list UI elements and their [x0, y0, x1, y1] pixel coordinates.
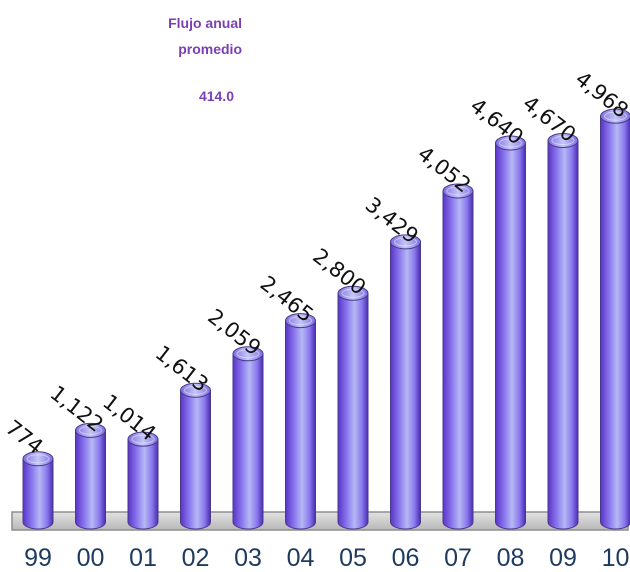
bar-04: [285, 313, 316, 530]
bar-06: [390, 234, 421, 530]
x-tick-label-02: 02: [182, 544, 210, 572]
bar-00: [75, 422, 106, 530]
bar-07: [442, 183, 474, 530]
annotation-title: Flujo anual promedio: [168, 15, 242, 57]
x-tick-label-03: 03: [234, 544, 262, 572]
x-tick-label-04: 04: [287, 544, 315, 572]
bar-05: [337, 285, 369, 530]
bar-02: [180, 382, 211, 530]
x-tick-label-06: 06: [392, 544, 420, 572]
bar-10: [600, 108, 630, 530]
bar-01: [127, 431, 159, 530]
data-label-10: 4,968: [571, 67, 630, 123]
x-tick-label-08: 08: [497, 544, 525, 572]
x-tick-label-05: 05: [339, 544, 367, 572]
x-tick-label-10: 10: [602, 544, 630, 572]
x-tick-label-01: 01: [129, 544, 157, 572]
annotation-value: 414.0: [198, 88, 234, 104]
x-tick-label-00: 00: [77, 544, 105, 572]
x-tick-label-09: 09: [549, 544, 577, 572]
bar-08: [495, 135, 526, 530]
bar-09: [547, 133, 579, 530]
chart-floor: [11, 511, 629, 531]
x-tick-label-99: 99: [24, 544, 52, 572]
bar-03: [232, 346, 264, 530]
x-tick-label-07: 07: [444, 544, 472, 572]
bar-99: [22, 451, 54, 530]
